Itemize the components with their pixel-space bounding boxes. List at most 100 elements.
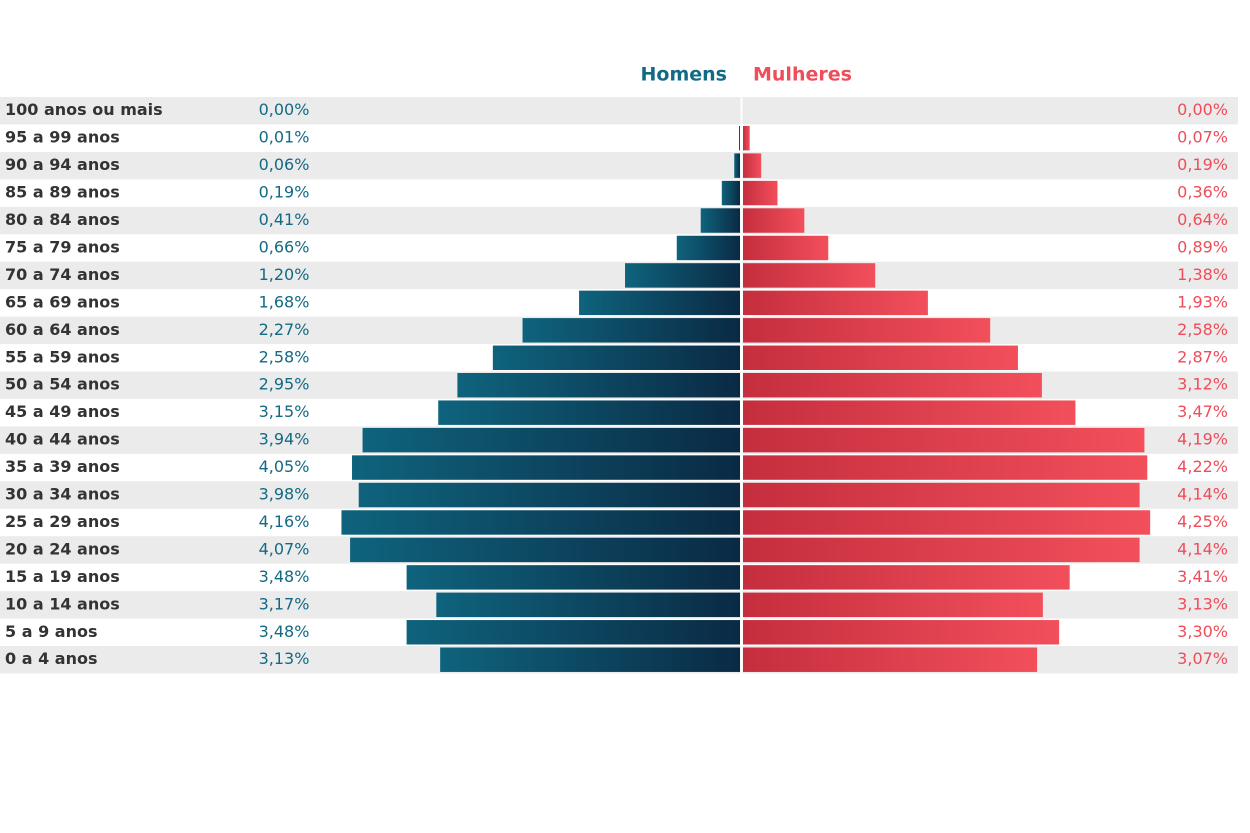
bar <box>492 345 740 370</box>
category-label: 100 anos ou mais <box>5 100 163 119</box>
value-label: 0,00% <box>1177 100 1228 119</box>
bar <box>350 537 740 563</box>
value-label: 0,41% <box>259 210 310 229</box>
category-label: 0 a 4 anos <box>5 649 97 668</box>
value-label: 0,66% <box>259 237 310 256</box>
category-label: 75 a 79 anos <box>5 237 120 256</box>
value-label: 2,58% <box>259 347 310 366</box>
value-label: 4,22% <box>1177 457 1228 476</box>
value-label: 0,89% <box>1177 237 1228 256</box>
category-label: 95 a 99 anos <box>5 128 120 147</box>
bar <box>358 482 740 508</box>
value-label: 4,14% <box>1177 485 1228 504</box>
bar <box>743 620 1060 645</box>
value-label: 3,48% <box>259 622 310 641</box>
value-label: 3,30% <box>1177 622 1228 641</box>
bar <box>743 482 1140 508</box>
value-label: 4,16% <box>259 512 310 531</box>
bar <box>743 208 805 233</box>
bar <box>734 153 740 178</box>
value-label: 2,58% <box>1177 320 1228 339</box>
bar <box>743 153 762 178</box>
bar <box>743 455 1148 480</box>
bar <box>743 290 928 316</box>
category-label: 20 a 24 anos <box>5 539 120 558</box>
category-label: 40 a 44 anos <box>5 430 120 449</box>
row-band <box>0 206 1238 235</box>
value-label: 0,19% <box>1177 155 1228 174</box>
value-label: 2,27% <box>259 320 310 339</box>
bar <box>743 373 1042 398</box>
category-label: 70 a 74 anos <box>5 265 120 284</box>
value-label: 4,07% <box>259 539 310 558</box>
value-label: 0,06% <box>259 155 310 174</box>
value-label: 4,19% <box>1177 430 1228 449</box>
bar <box>743 125 750 151</box>
row-band <box>0 97 1238 125</box>
bar <box>579 290 740 316</box>
value-label: 4,14% <box>1177 539 1228 558</box>
bar <box>352 455 740 480</box>
category-label: 65 a 69 anos <box>5 292 120 311</box>
bar <box>743 592 1043 618</box>
category-label: 25 a 29 anos <box>5 512 120 531</box>
bar <box>341 510 740 535</box>
bar <box>743 427 1145 453</box>
bar <box>362 427 740 453</box>
category-label: 10 a 14 anos <box>5 594 120 613</box>
bar <box>406 565 740 590</box>
value-label: 3,47% <box>1177 402 1228 421</box>
category-label: 5 a 9 anos <box>5 622 97 641</box>
value-label: 3,15% <box>259 402 310 421</box>
bar <box>406 620 740 645</box>
bar <box>721 180 740 206</box>
value-label: 0,00% <box>259 100 310 119</box>
value-label: 1,38% <box>1177 265 1228 284</box>
category-label: 55 a 59 anos <box>5 347 120 366</box>
value-label: 3,07% <box>1177 649 1228 668</box>
bar <box>440 647 740 672</box>
row-band <box>0 261 1238 290</box>
value-label: 3,48% <box>259 567 310 586</box>
bar <box>522 318 740 343</box>
value-label: 1,20% <box>259 265 310 284</box>
value-label: 3,94% <box>259 430 310 449</box>
category-label: 60 a 64 anos <box>5 320 120 339</box>
bar <box>743 263 876 288</box>
value-label: 3,98% <box>259 485 310 504</box>
bar <box>743 235 829 261</box>
category-label: 85 a 89 anos <box>5 183 120 202</box>
bar <box>743 510 1151 535</box>
value-label: 3,41% <box>1177 567 1228 586</box>
bar <box>436 592 740 618</box>
bar <box>700 208 740 233</box>
category-label: 90 a 94 anos <box>5 155 120 174</box>
bar <box>743 345 1018 370</box>
value-label: 4,05% <box>259 457 310 476</box>
bar <box>438 400 740 425</box>
value-label: 3,13% <box>259 649 310 668</box>
value-label: 4,25% <box>1177 512 1228 531</box>
bar <box>743 318 991 343</box>
bar <box>743 400 1076 425</box>
category-label: 80 a 84 anos <box>5 210 120 229</box>
bar <box>743 565 1070 590</box>
value-label: 1,93% <box>1177 292 1228 311</box>
bar <box>625 263 740 288</box>
category-label: 45 a 49 anos <box>5 402 120 421</box>
bar <box>676 235 740 261</box>
legend-entry: Homens <box>641 64 727 86</box>
category-label: 50 a 54 anos <box>5 375 120 394</box>
value-label: 0,19% <box>259 183 310 202</box>
value-label: 0,01% <box>259 128 310 147</box>
bar <box>739 125 740 151</box>
value-label: 0,07% <box>1177 128 1228 147</box>
bar <box>743 647 1038 672</box>
category-label: 30 a 34 anos <box>5 485 120 504</box>
category-label: 15 a 19 anos <box>5 567 120 586</box>
value-label: 3,12% <box>1177 375 1228 394</box>
value-label: 1,68% <box>259 292 310 311</box>
legend-entry: Mulheres <box>753 64 852 86</box>
